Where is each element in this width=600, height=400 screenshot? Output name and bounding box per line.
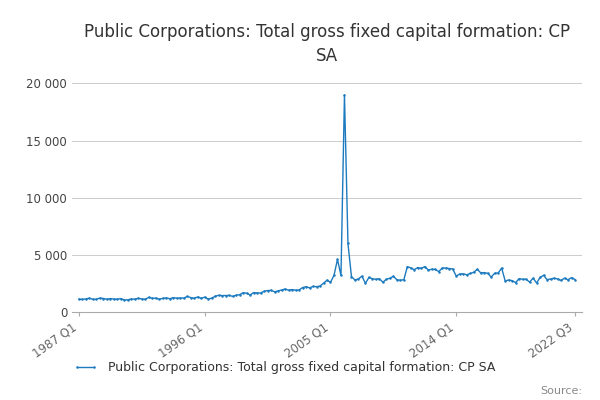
Legend: Public Corporations: Total gross fixed capital formation: CP SA: Public Corporations: Total gross fixed c… (73, 362, 496, 374)
Public Corporations: Total gross fixed capital formation: CP SA: (13, 1.05e+03): Total gross fixed capital formation: CP … (121, 298, 128, 302)
Line: Public Corporations: Total gross fixed capital formation: CP SA: Public Corporations: Total gross fixed c… (78, 94, 576, 301)
Title: Public Corporations: Total gross fixed capital formation: CP
SA: Public Corporations: Total gross fixed c… (84, 23, 570, 65)
Public Corporations: Total gross fixed capital formation: CP SA: (59, 2.01e+03): Total gross fixed capital formation: CP … (281, 287, 289, 292)
Text: Source:: Source: (540, 386, 582, 396)
Public Corporations: Total gross fixed capital formation: CP SA: (64, 2.14e+03): Total gross fixed capital formation: CP … (299, 285, 306, 290)
Public Corporations: Total gross fixed capital formation: CP SA: (38, 1.22e+03): Total gross fixed capital formation: CP … (208, 296, 215, 300)
Public Corporations: Total gross fixed capital formation: CP SA: (142, 2.84e+03): Total gross fixed capital formation: CP … (571, 277, 578, 282)
Public Corporations: Total gross fixed capital formation: CP SA: (0, 1.13e+03): Total gross fixed capital formation: CP … (76, 297, 83, 302)
Public Corporations: Total gross fixed capital formation: CP SA: (12, 1.17e+03): Total gross fixed capital formation: CP … (118, 296, 125, 301)
Public Corporations: Total gross fixed capital formation: CP SA: (5, 1.11e+03): Total gross fixed capital formation: CP … (93, 297, 100, 302)
Public Corporations: Total gross fixed capital formation: CP SA: (49, 1.49e+03): Total gross fixed capital formation: CP … (247, 293, 254, 298)
Public Corporations: Total gross fixed capital formation: CP SA: (76, 1.9e+04): Total gross fixed capital formation: CP … (341, 92, 348, 97)
